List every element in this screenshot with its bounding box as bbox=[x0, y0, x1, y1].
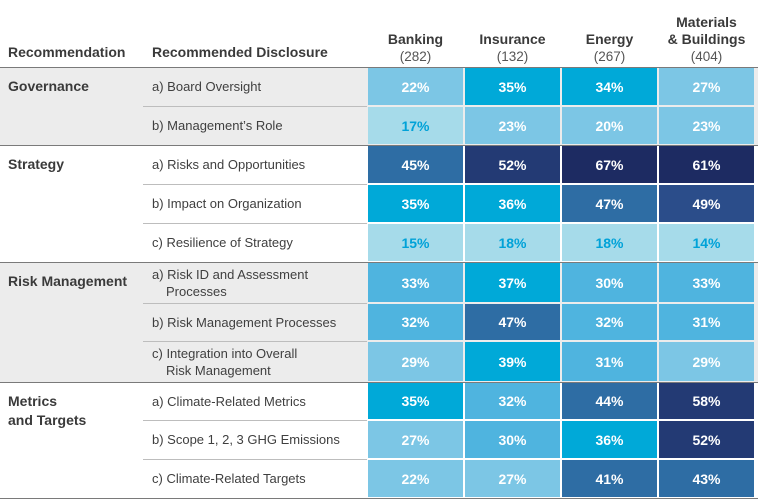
heatmap-cell: 61% bbox=[659, 146, 754, 183]
recommendation-label: Risk Management bbox=[8, 273, 128, 289]
recommendation-label: Metrics and Targets bbox=[8, 393, 87, 428]
heatmap-cell: 30% bbox=[465, 421, 560, 458]
heatmap-cell: 23% bbox=[659, 107, 754, 144]
heatmap-cell: 23% bbox=[465, 107, 560, 144]
sector-name: Insurance bbox=[479, 31, 546, 47]
heatmap-cell: 35% bbox=[465, 68, 560, 105]
row-divider bbox=[143, 223, 367, 224]
heatmap-cell: 33% bbox=[659, 263, 754, 302]
disclosure-column-header: Recommended Disclosure bbox=[152, 44, 328, 60]
heatmap-cell: 47% bbox=[465, 304, 560, 340]
disclosure-label: a) Risk ID and Assessment Processes bbox=[152, 267, 309, 299]
disclosure-label: c) Resilience of Strategy bbox=[152, 235, 293, 250]
row-divider bbox=[143, 341, 367, 342]
heatmap-cell: 36% bbox=[562, 421, 657, 458]
recommendation-column-header: Recommendation bbox=[8, 44, 126, 60]
table-bottom-rule bbox=[0, 498, 758, 499]
heatmap-cell: 67% bbox=[562, 146, 657, 183]
heatmap-cell: 32% bbox=[465, 383, 560, 419]
heatmap-cell: 41% bbox=[562, 460, 657, 497]
row-divider bbox=[143, 420, 367, 421]
heatmap-cell: 36% bbox=[465, 185, 560, 222]
heatmap-cell: 52% bbox=[465, 146, 560, 183]
group-divider bbox=[0, 262, 758, 263]
disclosure-label: b) Management’s Role bbox=[152, 118, 283, 133]
heatmap-cell: 52% bbox=[659, 421, 754, 458]
sector-count: (282) bbox=[399, 49, 432, 64]
sector-count: (132) bbox=[496, 49, 529, 64]
heatmap-cell: 37% bbox=[465, 263, 560, 302]
sector-name: Banking bbox=[387, 31, 444, 47]
heatmap-cell: 32% bbox=[368, 304, 463, 340]
heatmap-cell: 18% bbox=[465, 224, 560, 261]
disclosure-label: b) Risk Management Processes bbox=[152, 315, 337, 330]
heatmap-cell: 35% bbox=[368, 383, 463, 419]
disclosure-label: a) Risks and Opportunities bbox=[152, 157, 306, 172]
sector-count: (267) bbox=[593, 49, 626, 64]
heatmap-cell: 39% bbox=[465, 342, 560, 381]
heatmap-cell: 49% bbox=[659, 185, 754, 222]
heatmap-cell: 14% bbox=[659, 224, 754, 261]
group-divider bbox=[0, 145, 758, 146]
heatmap-cell: 31% bbox=[659, 304, 754, 340]
heatmap-cell: 29% bbox=[659, 342, 754, 381]
heatmap-cell: 29% bbox=[368, 342, 463, 381]
disclosure-label: c) Integration into Overall Risk Manageme… bbox=[152, 346, 298, 378]
heatmap-cell: 30% bbox=[562, 263, 657, 302]
row-divider bbox=[143, 303, 367, 304]
sector-header: Energy (267) bbox=[562, 5, 657, 65]
heatmap-cell: 45% bbox=[368, 146, 463, 183]
disclosure-label: a) Board Oversight bbox=[152, 79, 262, 94]
recommendation-label: Strategy bbox=[8, 156, 65, 172]
heatmap-cell: 47% bbox=[562, 185, 657, 222]
sector-header: Insurance (132) bbox=[465, 5, 560, 65]
heatmap-cell: 43% bbox=[659, 460, 754, 497]
heatmap-cell: 18% bbox=[562, 224, 657, 261]
heatmap-cell: 32% bbox=[562, 304, 657, 340]
disclosure-label: b) Scope 1, 2, 3 GHG Emissions bbox=[152, 432, 340, 447]
row-divider bbox=[143, 184, 367, 185]
sector-name: Materials bbox=[676, 14, 737, 30]
heatmap-cell: 27% bbox=[465, 460, 560, 497]
heatmap-cell: 58% bbox=[659, 383, 754, 419]
row-divider bbox=[143, 459, 367, 460]
disclosure-label: b) Impact on Organization bbox=[152, 196, 302, 211]
heatmap-cell: 34% bbox=[562, 68, 657, 105]
heatmap-cell: 33% bbox=[368, 263, 463, 302]
heatmap-cell: 22% bbox=[368, 460, 463, 497]
sector-count: (404) bbox=[690, 49, 723, 64]
disclosure-label: c) Climate-Related Targets bbox=[152, 471, 306, 486]
row-divider bbox=[143, 106, 367, 107]
sector-header: Materials & Buildings (404) bbox=[659, 5, 754, 65]
sector-header: Banking (282) bbox=[368, 5, 463, 65]
heatmap-cell: 15% bbox=[368, 224, 463, 261]
heatmap-cell: 27% bbox=[368, 421, 463, 458]
heatmap-cell: 35% bbox=[368, 185, 463, 222]
sector-name: & Buildings bbox=[667, 31, 746, 47]
group-divider bbox=[0, 67, 758, 68]
heatmap-cell: 44% bbox=[562, 383, 657, 419]
heatmap-cell: 31% bbox=[562, 342, 657, 381]
recommendation-label: Governance bbox=[8, 78, 89, 94]
group-divider bbox=[0, 382, 758, 383]
heatmap-cell: 27% bbox=[659, 68, 754, 105]
disclosure-label: a) Climate-Related Metrics bbox=[152, 394, 306, 409]
heatmap-cell: 22% bbox=[368, 68, 463, 105]
heatmap-cell: 17% bbox=[368, 107, 463, 144]
sector-name: Energy bbox=[585, 31, 634, 47]
heatmap-cell: 20% bbox=[562, 107, 657, 144]
